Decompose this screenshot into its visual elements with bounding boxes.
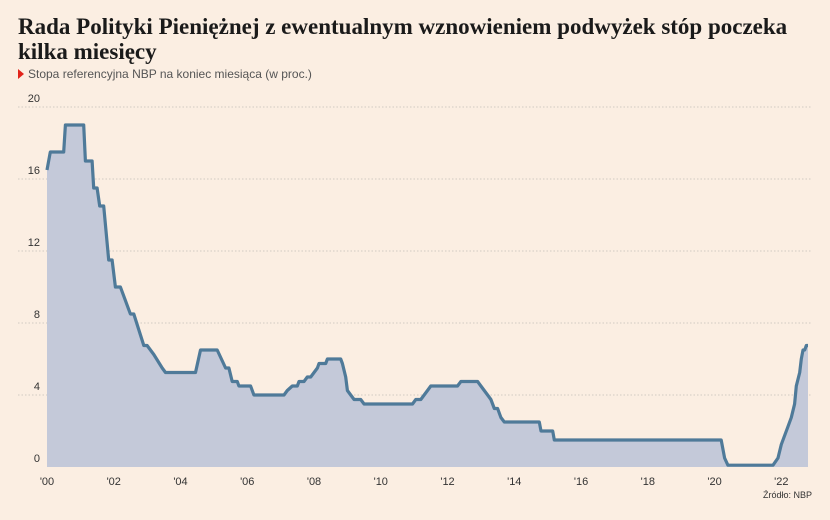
x-tick-label: '00 bbox=[40, 476, 54, 488]
y-axis-ticks: 0 4 8 12 16 20 bbox=[28, 93, 40, 465]
x-tick-label: '20 bbox=[707, 476, 721, 488]
source-note: Źródło: NBP bbox=[762, 490, 812, 500]
grid-lines bbox=[18, 106, 812, 396]
x-tick-label: '18 bbox=[641, 476, 655, 488]
x-tick-label: '12 bbox=[440, 476, 454, 488]
chart-subtitle: Stopa referencyjna NBP na koniec miesiąc… bbox=[18, 67, 312, 81]
y-tick-label: 8 bbox=[34, 309, 40, 321]
chart-title: Rada Polityki Pieniężnej z ewentualnym w… bbox=[18, 14, 788, 64]
x-tick-label: '04 bbox=[173, 476, 187, 488]
x-tick-label: '08 bbox=[307, 476, 321, 488]
y-tick-label: 12 bbox=[28, 237, 40, 249]
y-tick-label: 20 bbox=[28, 93, 40, 105]
y-tick-label: 4 bbox=[34, 381, 40, 393]
x-axis-ticks: '00 '02 '04 '06 '08 '10 '12 '14 '16 '18 '20 '22 bbox=[40, 476, 789, 488]
rate-line bbox=[45, 123, 808, 467]
x-tick-label: '06 bbox=[240, 476, 254, 488]
x-tick-label: '16 bbox=[574, 476, 588, 488]
x-tick-label: '10 bbox=[374, 476, 388, 488]
rate-area bbox=[47, 125, 808, 467]
y-tick-label: 16 bbox=[28, 165, 40, 177]
y-tick-label: 0 bbox=[34, 453, 40, 465]
triangle-marker-icon bbox=[18, 69, 24, 79]
x-tick-label: '02 bbox=[107, 476, 121, 488]
x-tick-label: '22 bbox=[774, 476, 788, 488]
chart-subtitle-text: Stopa referencyjna NBP na koniec miesiąc… bbox=[28, 67, 312, 81]
x-tick-label: '14 bbox=[507, 476, 521, 488]
